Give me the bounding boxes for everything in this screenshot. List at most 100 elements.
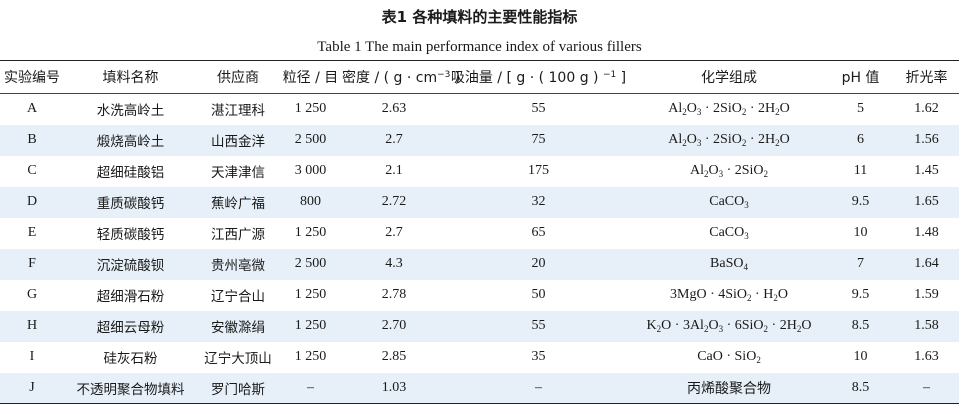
header-oil-text: 吸油量 / [ g · ( 100 g ) <box>450 70 603 86</box>
cell-oil-absorption: 50 <box>531 287 546 302</box>
cell-supplier: 湛江理科 <box>211 103 265 120</box>
formula-subscript: 2 <box>682 138 687 148</box>
cell-filler-name: 轻质碳酸钙 <box>96 227 165 243</box>
formula-subscript: 2 <box>763 324 769 334</box>
cell-refractive-index: 1.65 <box>894 186 959 218</box>
cell-density: 2.72 <box>342 186 446 218</box>
cell-supplier: 山西金洋 <box>197 124 279 156</box>
cell-oil-absorption: 55 <box>531 101 546 117</box>
table-row: J 不透明聚合物填料 罗门哈斯 –1.03– 丙烯酸聚合物 8.5– <box>0 372 959 404</box>
cell-supplier: 蕉岭广福 <box>197 186 279 218</box>
table-row: D 重质碳酸钙 蕉岭广福 800 2.72 32 CaCO3 9.5 1.65 <box>0 186 959 218</box>
cell-ph: 9.5 <box>827 186 894 218</box>
table-header-row: 实验编号 填料名称 供应商 粒径 / 目 密度 / ( g · cm−3 ) 吸… <box>0 60 959 94</box>
formula-subscript: 3 <box>718 324 724 334</box>
header-supplier: 供应商 <box>197 60 279 94</box>
cell-oil-absorption: 75 <box>446 124 631 156</box>
cell-particle-size: 3 000 <box>294 163 327 178</box>
cell-supplier: 辽宁合山 <box>211 289 265 305</box>
formula-text: Al <box>668 101 683 117</box>
cell-experiment-id: C <box>27 163 37 178</box>
formula-subscript: 3 <box>744 231 749 241</box>
cell-experiment-id: H <box>0 310 64 342</box>
cell-particle-size: 1 250 <box>294 349 327 364</box>
cell-particle-size: 1 250 <box>294 287 327 302</box>
cell-filler-name: 重质碳酸钙 <box>64 186 197 218</box>
header-particle-size: 粒径 / 目 <box>279 60 342 94</box>
formula-subscript: 3 <box>744 200 749 210</box>
table-row: E 轻质碳酸钙 江西广源 1 250 2.7 65 CaCO3 10 1.48 <box>0 218 959 249</box>
formula-text: 丙烯酸聚合物 <box>687 380 771 397</box>
cell-filler-name: 超细滑石粉 <box>96 289 165 305</box>
header-ph: pH 值 <box>827 60 894 94</box>
cell-filler-name: 不透明聚合物填料 <box>64 372 197 404</box>
cell-supplier: 贵州亳微 <box>197 248 279 280</box>
cell-refractive-index: 1.58 <box>894 310 959 342</box>
table-row: A 水洗高岭土 湛江理科 1 250 2.63 55 Al2O3 · 2SiO2 · 2H2… <box>0 94 959 125</box>
header-density-sup: −3 <box>437 70 451 80</box>
header-density-text: 密度 / ( g · cm <box>342 70 438 86</box>
cell-density: 2.7 <box>385 225 403 240</box>
formula-subscript: 2 <box>775 138 780 148</box>
formula-subscript: 2 <box>796 324 802 334</box>
cell-experiment-id: E <box>27 225 37 240</box>
table-row: C 超细硅酸铝 天津津信 3 000 2.1 175 Al2O3 · 2SiO2 11 1.45 <box>0 156 959 187</box>
formula-text: K <box>646 318 657 333</box>
cell-chemical-composition: BaSO4 <box>631 248 827 280</box>
formula-subscript: 2 <box>747 293 752 303</box>
table-row: G 超细滑石粉 辽宁合山 1 250 2.78 50 3MgO · 4SiO2 · H2O 9… <box>0 280 959 311</box>
table-body: A 水洗高岭土 湛江理科 1 250 2.63 55 Al2O3 · 2SiO2 · 2H2… <box>0 94 959 404</box>
formula-text: · 2SiO <box>701 101 742 117</box>
cell-oil-absorption: 35 <box>531 349 546 364</box>
cell-refractive-index: 1.59 <box>914 287 939 302</box>
formula-text: · H <box>751 287 774 302</box>
cell-density: 4.3 <box>342 248 446 280</box>
formula-subscript: 4 <box>743 262 748 272</box>
cell-density: 1.03 <box>342 372 446 404</box>
formula-text: CaCO <box>709 194 745 209</box>
cell-filler-name: 煅烧高岭土 <box>64 124 197 156</box>
formula-text: O <box>777 287 788 302</box>
formula-subscript: 2 <box>741 107 747 118</box>
cell-chemical-composition: Al2O3 · 2SiO2 · 2H2O <box>631 94 827 125</box>
cell-oil-absorption: – <box>446 372 631 404</box>
cell-oil-absorption: 32 <box>446 186 631 218</box>
cell-experiment-id: D <box>0 186 64 218</box>
cell-ph: 10 <box>853 349 868 364</box>
header-density: 密度 / ( g · cm−3 ) <box>342 60 460 94</box>
cell-refractive-index: 1.56 <box>894 124 959 156</box>
header-chemical-composition: 化学组成 <box>631 60 827 94</box>
header-oil-absorption: 吸油量 / [ g · ( 100 g ) −1 ] <box>446 60 631 94</box>
cell-experiment-id: B <box>0 124 64 156</box>
cell-refractive-index: 1.63 <box>914 349 939 364</box>
cell-supplier: 安徽滁绢 <box>197 310 279 342</box>
cell-refractive-index: 1.62 <box>914 101 939 117</box>
formula-subscript: 2 <box>773 293 778 303</box>
cell-ph: 7 <box>827 248 894 280</box>
cell-ph: 8.5 <box>827 372 894 404</box>
table-row: H 超细云母粉 安徽滁绢 1 250 2.70 55 K2O · 3Al2O3 · 6SiO… <box>0 310 959 342</box>
filler-properties-table: 实验编号 填料名称 供应商 粒径 / 目 密度 / ( g · cm−3 ) 吸… <box>0 60 959 404</box>
cell-chemical-composition: Al2O3 · 2SiO2 · 2H2O <box>631 124 827 156</box>
cell-chemical-composition: CaCO3 <box>631 218 827 249</box>
formula-subscript: 2 <box>703 324 709 334</box>
formula-text: CaCO <box>709 225 745 240</box>
cell-ph: 5 <box>857 101 864 117</box>
cell-particle-size: 1 250 <box>294 101 327 117</box>
cell-supplier: 辽宁大顶山 <box>204 351 272 367</box>
cell-filler-name: 沉淀硫酸钡 <box>64 248 197 280</box>
cell-ph: 11 <box>853 163 868 178</box>
cell-supplier: 天津津信 <box>211 165 265 181</box>
formula-text: CaO · SiO <box>697 349 757 364</box>
cell-filler-name: 超细硅酸铝 <box>96 165 165 181</box>
cell-experiment-id: J <box>0 372 64 404</box>
cell-chemical-composition: 丙烯酸聚合物 <box>631 372 827 404</box>
formula-subscript: 3 <box>696 138 702 148</box>
cell-chemical-composition: CaCO3 <box>631 186 827 218</box>
formula-text: BaSO <box>710 256 744 271</box>
cell-filler-name: 水洗高岭土 <box>96 103 165 120</box>
formula-text: O · 3Al <box>661 318 704 333</box>
formula-text: 3MgO · 4SiO <box>670 287 748 302</box>
cell-density: 2.85 <box>381 349 407 364</box>
formula-text: O <box>708 318 719 333</box>
